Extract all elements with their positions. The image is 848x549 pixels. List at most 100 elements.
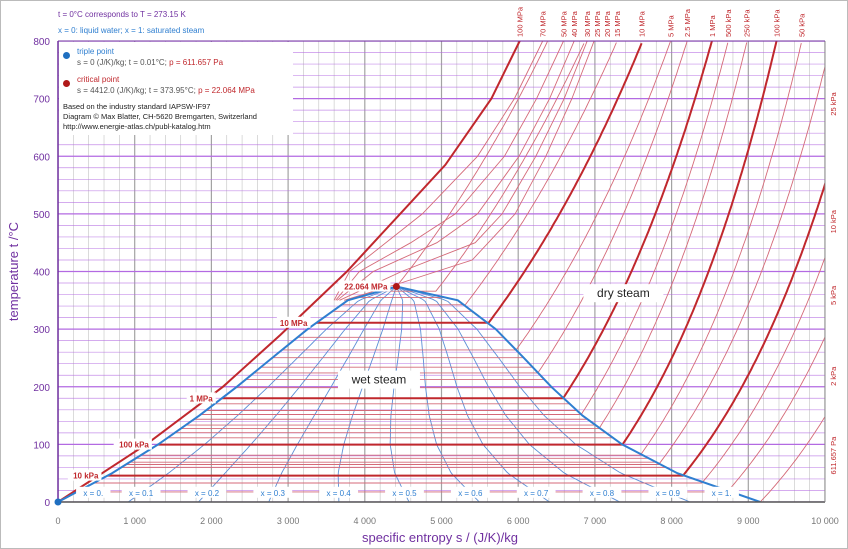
- quality-label-background: [516, 486, 556, 498]
- legend-critical-values: s = 4412.0 (J/K)/kg; t = 373.95°C;: [77, 86, 196, 95]
- note-quality: x = 0: liquid water; x = 1: saturated st…: [58, 26, 205, 35]
- isobar-line: [396, 41, 548, 287]
- quality-label: x = 0.8: [590, 489, 615, 498]
- saturation-curve: [58, 285, 761, 502]
- legend-source-copyright: Diagram © Max Blatter, CH-5620 Bremgarte…: [63, 112, 257, 121]
- x-tick-label: 6 000: [507, 516, 530, 526]
- isobar-line: [76, 336, 825, 493]
- isobar-label-background: [113, 438, 152, 450]
- isobar-line-supercritical: [336, 41, 575, 301]
- quality-label: x = 0.2: [195, 489, 220, 498]
- quality-line: [389, 286, 410, 502]
- quality-line: [127, 286, 397, 502]
- quality-label-background: [450, 486, 490, 498]
- quality-label-background: [76, 486, 111, 498]
- isobar-label-left: 1 MPa: [190, 394, 214, 403]
- isobar-label-top: 50 MPa: [559, 10, 568, 37]
- region-label-background: [337, 370, 420, 389]
- quality-label: x = 0.1: [129, 489, 154, 498]
- region-label-background: [583, 284, 664, 303]
- critical-point-marker: [392, 283, 400, 291]
- legend-source-url[interactable]: http://www.energie-atlas.ch/publ-katalog…: [63, 122, 211, 131]
- x-tick-label: 2 000: [200, 516, 223, 526]
- y-tick-label: 100: [33, 440, 50, 451]
- isobar-label-top: 100 kPa: [772, 9, 781, 37]
- isobar-label-right: 25 kPa: [829, 92, 838, 116]
- quality-label-background: [319, 486, 359, 498]
- quality-label: x = 0.3: [261, 489, 286, 498]
- quality-label: x = 1.: [712, 489, 732, 498]
- isobar-line: [58, 415, 825, 502]
- y-tick-label: 800: [33, 37, 50, 48]
- x-tick-label: 7 000: [584, 516, 607, 526]
- note-kelvin: t = 0°C corresponds to T = 273.15 K: [58, 10, 186, 19]
- y-axis-label: temperature t /°C: [6, 222, 21, 321]
- quality-label-background: [253, 486, 293, 498]
- quality-label-background: [704, 486, 739, 498]
- isobar-label-top: 70 MPa: [539, 10, 548, 37]
- isobar-label-background: [186, 392, 216, 404]
- quality-label-background: [385, 486, 424, 498]
- x-tick-label: 9 000: [737, 516, 760, 526]
- quality-label-background: [648, 486, 688, 498]
- isobar-label-top: 20 MPa: [603, 10, 612, 37]
- quality-line: [396, 286, 550, 502]
- quality-label-background: [582, 486, 622, 498]
- x-tick-label: 0: [55, 516, 60, 526]
- y-tick-label: 200: [33, 383, 50, 394]
- isobar-line: [140, 42, 802, 456]
- isobar-line: [253, 41, 688, 374]
- x-tick-label: 1 000: [123, 516, 146, 526]
- isobar-label-top: 50 kPa: [797, 13, 806, 37]
- isobar-line: [282, 41, 671, 351]
- isobar-label-right: 5 kPa: [829, 285, 838, 305]
- legend-triple-title: triple point: [77, 47, 114, 56]
- y-tick-label: 0: [44, 498, 50, 509]
- y-tick-label: 400: [33, 268, 50, 279]
- isobar-line: [316, 42, 643, 324]
- isobar-label-background: [338, 280, 391, 292]
- isobar-label-top: 15 MPa: [613, 10, 622, 37]
- isobar-label-top: 500 kPa: [724, 9, 733, 37]
- y-tick-label: 600: [33, 152, 50, 163]
- triple-point-marker-icon: [63, 52, 70, 59]
- isobar-label-top: 40 MPa: [570, 10, 579, 37]
- quality-label: x = 0.6: [458, 489, 483, 498]
- isobar-label-right: 10 kPa: [829, 209, 838, 233]
- isobar-line: [107, 181, 825, 477]
- isobar-line: [341, 42, 617, 306]
- isobar-line: [379, 43, 585, 292]
- isobar-label-top: 100 MPa: [516, 6, 525, 37]
- region-label-dry-steam: dry steam: [597, 286, 650, 300]
- isobar-line: [157, 41, 778, 446]
- isobar-line: [93, 256, 825, 484]
- legend-critical-title: critical point: [77, 75, 120, 84]
- legend: triple point s = 0 (J/K)/kg; t = 0.01°C;…: [59, 42, 293, 135]
- x-tick-label: 8 000: [660, 516, 683, 526]
- triple-point-marker: [54, 498, 62, 506]
- quality-line: [396, 286, 621, 502]
- isobar-line: [180, 42, 748, 430]
- x-tick-label: 4 000: [354, 516, 377, 526]
- isobar-label-right: 2 kPa: [829, 366, 838, 386]
- isobar-line-supercritical: [343, 41, 595, 301]
- quality-label: x = 0.9: [656, 489, 681, 498]
- isobar-line: [221, 41, 713, 400]
- y-tick-label: 300: [33, 325, 50, 336]
- isobar-line: [125, 64, 825, 465]
- isobar-line-supercritical: [58, 41, 521, 502]
- isobar-label-top: 25 MPa: [593, 10, 602, 37]
- quality-line: [396, 286, 480, 502]
- legend-critical: critical point s = 4412.0 (J/K)/kg; t = …: [59, 74, 293, 96]
- region-label-wet-steam: wet steam: [351, 373, 407, 387]
- quality-line: [198, 286, 397, 502]
- quality-label-background: [187, 486, 227, 498]
- isobar-label-left: 22.064 MPa: [344, 283, 388, 292]
- isobar-label-top: 5 MPa: [666, 14, 675, 37]
- quality-label: x = 0.7: [524, 489, 549, 498]
- isobar-label-top: 2.5 MPa: [683, 8, 692, 37]
- legend-triple-values: s = 0 (J/K)/kg; t = 0.01°C;: [77, 58, 167, 67]
- legend-triple: triple point s = 0 (J/K)/kg; t = 0.01°C;…: [59, 46, 293, 68]
- isobar-label-left: 10 kPa: [73, 472, 99, 481]
